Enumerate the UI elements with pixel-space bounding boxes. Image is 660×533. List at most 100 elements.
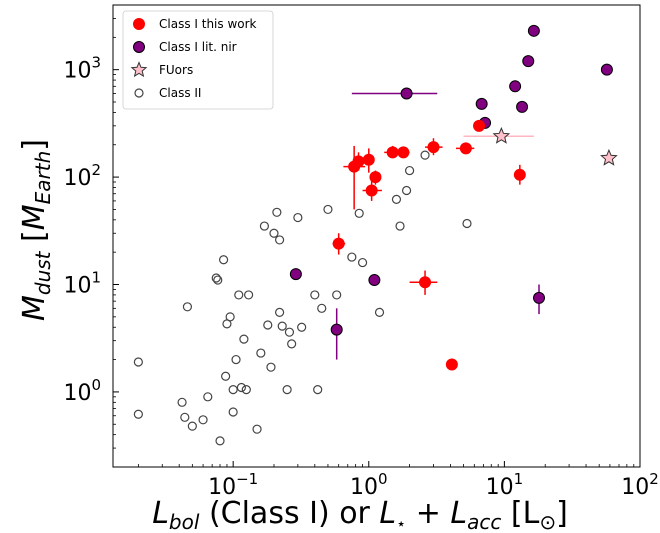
data-point — [287, 339, 297, 349]
data-point — [419, 276, 432, 289]
x-axis-title-part: bol — [169, 510, 200, 533]
data-point — [266, 362, 276, 372]
data-point — [509, 80, 522, 93]
data-point — [239, 334, 249, 344]
axis-ticks: 10−1 100 101 102 100 101 102 103 — [63, 18, 659, 500]
data-point — [218, 255, 229, 265]
y-axis-title-part: dust — [31, 250, 55, 295]
data-point — [600, 148, 618, 166]
x-axis-title-part: [L — [501, 496, 539, 531]
x-axis-title-part: L — [379, 496, 396, 531]
data-point — [221, 371, 231, 381]
y-axis-title-part: [ — [17, 230, 52, 251]
data-point — [215, 436, 225, 446]
plot-marks — [133, 24, 618, 446]
data-point — [374, 307, 385, 317]
data-point — [492, 126, 511, 144]
y-tick-label: 100 — [63, 376, 101, 406]
legend-label: Class I lit. nir — [159, 40, 237, 54]
legend: Class I this work Class I lit. nir FUors Cl… — [122, 10, 274, 110]
data-point — [289, 268, 302, 281]
data-point — [473, 119, 486, 132]
x-tick-label: 100 — [350, 470, 388, 500]
x-axis-title-part: + — [406, 496, 450, 531]
data-point — [445, 358, 458, 371]
x-axis-title-part: ] — [556, 496, 568, 531]
data-point — [133, 409, 143, 419]
data-point — [369, 171, 382, 184]
data-point — [354, 208, 364, 218]
y-axis-title-part: M — [17, 204, 52, 230]
data-point — [297, 322, 307, 332]
y-axis-title-part: Earth — [31, 151, 55, 205]
y-tick-label: 103 — [63, 54, 101, 84]
data-point — [330, 323, 343, 336]
x-axis-title-part: L — [152, 496, 169, 531]
data-point — [323, 204, 333, 215]
data-point — [228, 385, 238, 395]
y-tick-label: 102 — [63, 161, 101, 191]
plot-frame — [112, 4, 641, 468]
data-point — [234, 290, 244, 300]
data-point — [400, 87, 413, 100]
data-point — [527, 24, 540, 37]
x-axis-title-part: (Class I) or — [199, 496, 379, 531]
data-point — [259, 221, 270, 231]
data-point — [284, 327, 295, 337]
data-point — [386, 146, 399, 159]
legend-label: FUors — [159, 63, 193, 77]
data-point — [282, 385, 292, 395]
data-point — [475, 97, 488, 110]
x-axis-title: Lbol (Class I) or L⋆ + Lacc [L⊙] — [152, 496, 568, 533]
data-point — [522, 55, 535, 68]
x-tick-label: 101 — [486, 470, 524, 500]
data-point — [332, 237, 345, 250]
data-point — [277, 321, 287, 331]
data-point — [225, 312, 235, 322]
data-point — [231, 354, 241, 365]
x-axis-title-part: ⋆ — [396, 514, 406, 533]
data-point — [293, 212, 303, 223]
data-point — [368, 274, 381, 287]
data-point — [213, 275, 223, 285]
x-tick-label: 10−1 — [208, 470, 258, 500]
data-point — [274, 235, 285, 245]
data-point — [177, 397, 187, 407]
data-point — [401, 185, 412, 196]
data-point — [357, 257, 368, 268]
data-point — [513, 168, 526, 181]
legend-marker — [130, 61, 148, 78]
data-point — [272, 207, 282, 217]
y-axis-title-part: M — [17, 295, 52, 321]
data-point — [252, 424, 262, 434]
data-point — [256, 348, 266, 358]
data-point — [269, 228, 279, 238]
data-point — [347, 252, 357, 262]
data-point — [362, 153, 375, 166]
data-point — [274, 307, 285, 317]
data-point — [236, 382, 246, 393]
legend-frame — [122, 10, 274, 110]
data-point — [395, 221, 405, 231]
data-point — [459, 142, 472, 155]
data-point — [211, 273, 221, 283]
data-point — [187, 421, 197, 431]
data-point — [133, 357, 143, 367]
data-point — [352, 155, 365, 168]
data-point — [198, 415, 208, 425]
x-axis-title-part: acc — [467, 510, 501, 533]
data-point — [241, 385, 251, 395]
data-point — [462, 218, 472, 229]
data-point — [317, 303, 327, 313]
data-point — [427, 141, 440, 154]
data-point — [332, 290, 342, 300]
y-axis-title: Mdust [MEarth] — [17, 139, 55, 321]
data-point — [180, 412, 190, 422]
data-point — [533, 291, 546, 304]
data-point — [600, 63, 613, 76]
legend-label: Class I this work — [159, 17, 257, 31]
x-axis-title-part: L — [450, 496, 467, 531]
legend-marker — [133, 41, 145, 53]
